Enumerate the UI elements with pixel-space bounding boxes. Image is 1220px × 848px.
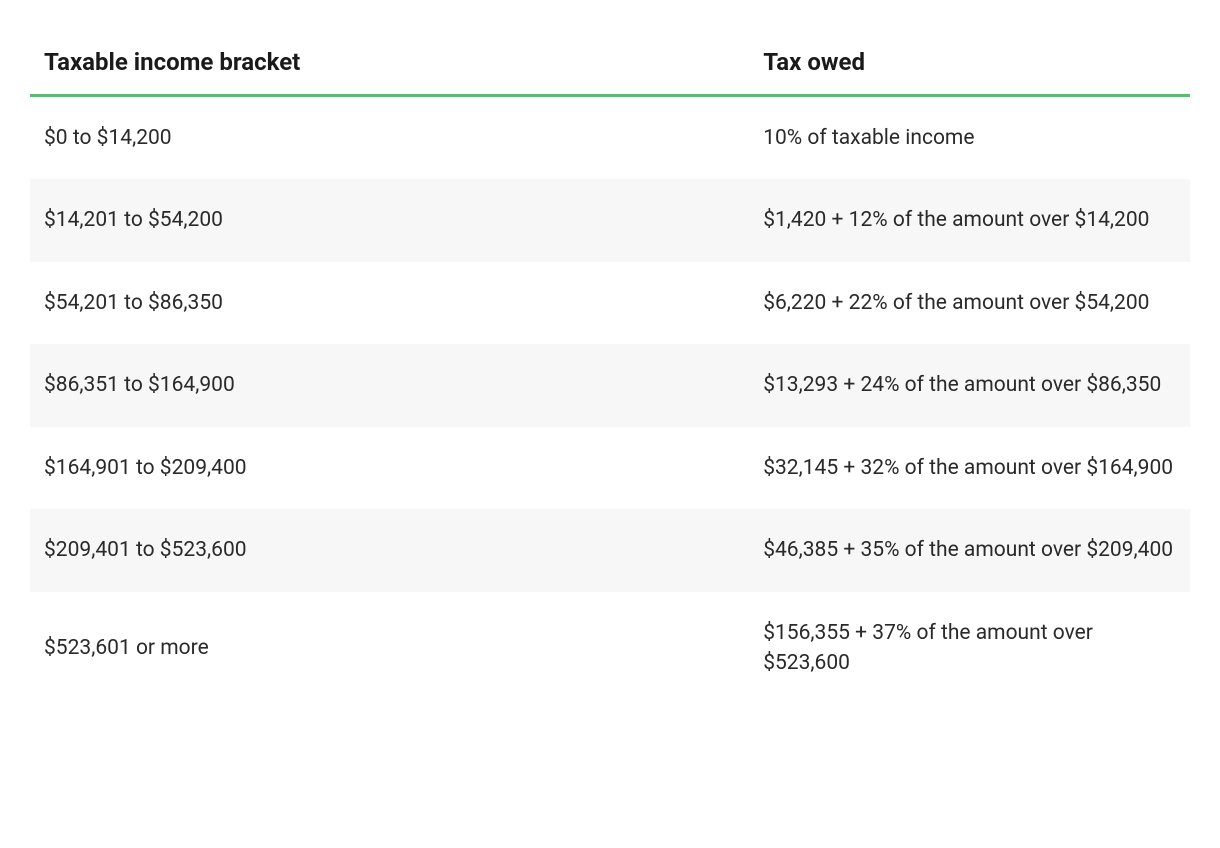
bracket-cell: $14,201 to $54,200	[30, 179, 749, 261]
tax-brackets-table: Taxable income bracket Tax owed $0 to $1…	[30, 30, 1190, 705]
table-header-row: Taxable income bracket Tax owed	[30, 30, 1190, 96]
owed-cell: $32,145 + 32% of the amount over $164,90…	[749, 427, 1190, 509]
owed-cell: $6,220 + 22% of the amount over $54,200	[749, 262, 1190, 344]
column-header-owed: Tax owed	[749, 30, 1190, 96]
bracket-cell: $0 to $14,200	[30, 96, 749, 180]
owed-cell: 10% of taxable income	[749, 96, 1190, 180]
bracket-cell: $209,401 to $523,600	[30, 509, 749, 591]
owed-cell: $1,420 + 12% of the amount over $14,200	[749, 179, 1190, 261]
bracket-cell: $523,601 or more	[30, 592, 749, 705]
table-row: $0 to $14,200 10% of taxable income	[30, 96, 1190, 180]
table-row: $14,201 to $54,200 $1,420 + 12% of the a…	[30, 179, 1190, 261]
table-row: $164,901 to $209,400 $32,145 + 32% of th…	[30, 427, 1190, 509]
column-header-bracket: Taxable income bracket	[30, 30, 749, 96]
table-row: $523,601 or more $156,355 + 37% of the a…	[30, 592, 1190, 705]
owed-cell: $156,355 + 37% of the amount over $523,6…	[749, 592, 1190, 705]
table-row: $209,401 to $523,600 $46,385 + 35% of th…	[30, 509, 1190, 591]
owed-cell: $13,293 + 24% of the amount over $86,350	[749, 344, 1190, 426]
owed-cell: $46,385 + 35% of the amount over $209,40…	[749, 509, 1190, 591]
bracket-cell: $164,901 to $209,400	[30, 427, 749, 509]
bracket-cell: $54,201 to $86,350	[30, 262, 749, 344]
table-row: $54,201 to $86,350 $6,220 + 22% of the a…	[30, 262, 1190, 344]
bracket-cell: $86,351 to $164,900	[30, 344, 749, 426]
table-row: $86,351 to $164,900 $13,293 + 24% of the…	[30, 344, 1190, 426]
